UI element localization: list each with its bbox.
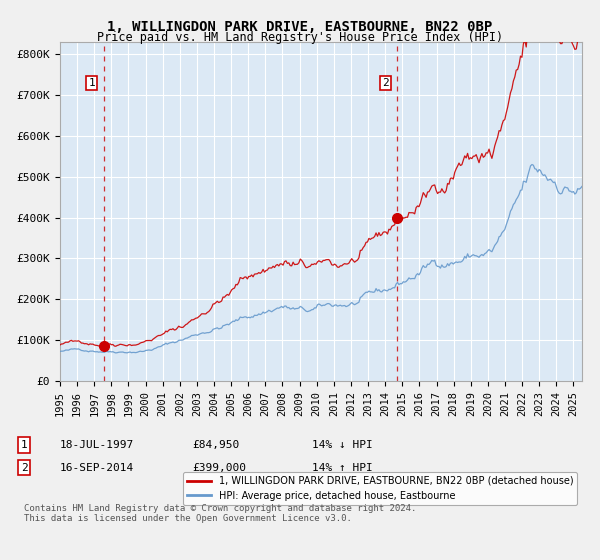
Text: 16-SEP-2014: 16-SEP-2014	[60, 463, 134, 473]
Legend: 1, WILLINGDON PARK DRIVE, EASTBOURNE, BN22 0BP (detached house), HPI: Average pr: 1, WILLINGDON PARK DRIVE, EASTBOURNE, BN…	[182, 472, 577, 505]
Text: 1: 1	[88, 78, 95, 88]
Text: 14% ↑ HPI: 14% ↑ HPI	[312, 463, 373, 473]
Text: 18-JUL-1997: 18-JUL-1997	[60, 440, 134, 450]
Text: £399,000: £399,000	[192, 463, 246, 473]
Text: 2: 2	[20, 463, 28, 473]
Text: 1, WILLINGDON PARK DRIVE, EASTBOURNE, BN22 0BP: 1, WILLINGDON PARK DRIVE, EASTBOURNE, BN…	[107, 20, 493, 34]
Text: Contains HM Land Registry data © Crown copyright and database right 2024.
This d: Contains HM Land Registry data © Crown c…	[24, 504, 416, 524]
Text: 1: 1	[20, 440, 28, 450]
Text: 2: 2	[382, 78, 389, 88]
Text: 14% ↓ HPI: 14% ↓ HPI	[312, 440, 373, 450]
Text: Price paid vs. HM Land Registry's House Price Index (HPI): Price paid vs. HM Land Registry's House …	[97, 31, 503, 44]
Text: £84,950: £84,950	[192, 440, 239, 450]
